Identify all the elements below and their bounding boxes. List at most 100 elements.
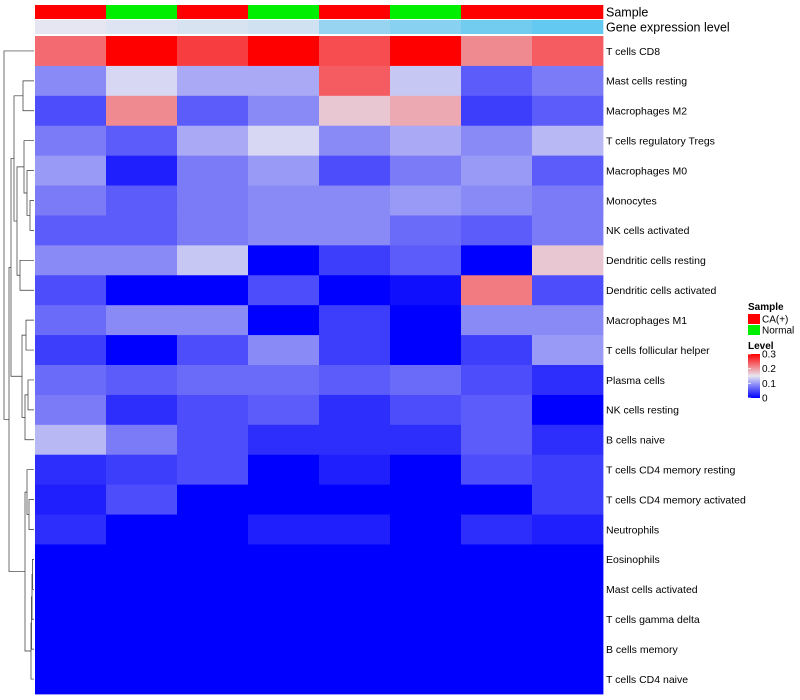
heatmap-cell bbox=[319, 574, 391, 605]
sample-annotation-cell bbox=[35, 5, 107, 19]
heatmap-cell bbox=[106, 574, 178, 605]
dendrogram-branch bbox=[8, 266, 25, 572]
heatmap-cell bbox=[106, 215, 178, 246]
heatmap-cell bbox=[248, 125, 320, 157]
heatmap-cell bbox=[35, 155, 107, 186]
sample-annotation-cell bbox=[177, 5, 249, 19]
heatmap-cell bbox=[177, 185, 249, 216]
row-labels: T cells CD8 Mast cells resting Macrophages… bbox=[606, 46, 746, 686]
heatmap-cell bbox=[248, 574, 320, 605]
heatmap-cell bbox=[177, 155, 249, 186]
heatmap-cell bbox=[532, 275, 604, 306]
heatmap-cell bbox=[177, 424, 249, 456]
heatmap-cell bbox=[319, 604, 391, 635]
heatmap-cell bbox=[390, 335, 462, 366]
heatmap-cell bbox=[35, 664, 107, 695]
dendrogram-branch bbox=[27, 379, 34, 411]
heatmap-cell bbox=[248, 484, 320, 515]
heatmap-cell bbox=[248, 424, 320, 456]
expression-annotation-cell bbox=[461, 20, 533, 34]
heatmap-cell bbox=[390, 604, 462, 635]
heatmap-cell bbox=[390, 215, 462, 246]
heatmap-cell bbox=[390, 36, 462, 67]
heatmap-cell bbox=[35, 36, 107, 67]
heatmap-cell bbox=[106, 185, 178, 216]
heatmap-cell bbox=[390, 394, 462, 426]
colorbar-tick-label: 0.2 bbox=[762, 364, 776, 375]
row-label: Neutrophils bbox=[606, 524, 659, 536]
heatmap-cell bbox=[390, 514, 462, 545]
heatmap-cell bbox=[319, 245, 391, 276]
heatmap-cell bbox=[532, 125, 604, 157]
colorbar-tick-label: 0.1 bbox=[762, 379, 776, 390]
row-label: T cells CD4 memory resting bbox=[606, 464, 735, 476]
heatmap-cell bbox=[390, 544, 462, 575]
heatmap-cell bbox=[35, 215, 107, 246]
heatmap-cell bbox=[35, 65, 107, 97]
heatmap-cell bbox=[461, 185, 533, 216]
heatmap-cell bbox=[35, 484, 107, 515]
heatmap-cell bbox=[319, 125, 391, 157]
row-label: T cells gamma delta bbox=[606, 614, 700, 626]
heatmap-cell bbox=[248, 275, 320, 306]
heatmap-cell bbox=[461, 215, 533, 246]
heatmap-cell bbox=[248, 245, 320, 276]
heatmap-cell bbox=[177, 484, 249, 515]
heatmap-cell bbox=[532, 95, 604, 127]
heatmap-cell bbox=[532, 36, 604, 67]
heatmap-cell bbox=[461, 544, 533, 575]
heatmap-cell bbox=[319, 634, 391, 665]
expression-annotation-cell bbox=[35, 20, 107, 34]
expression-annotation-cell bbox=[390, 20, 462, 34]
heatmap-cell bbox=[532, 245, 604, 276]
heatmap-cell bbox=[532, 664, 604, 695]
heatmap-cell bbox=[177, 65, 249, 97]
legend-entry-label: Normal bbox=[762, 326, 794, 337]
heatmap-cell bbox=[532, 574, 604, 605]
legend-swatch bbox=[748, 314, 760, 324]
heatmap-cell bbox=[461, 454, 533, 486]
sample-annotation-cell bbox=[319, 5, 391, 19]
heatmap-cell bbox=[390, 275, 462, 306]
heatmap-cell bbox=[532, 185, 604, 216]
heatmap-cell bbox=[35, 604, 107, 635]
heatmap-cell bbox=[319, 394, 391, 426]
heatmap-cell bbox=[319, 275, 391, 306]
sample-annotation-cell bbox=[532, 5, 604, 19]
heatmap-cell bbox=[461, 514, 533, 545]
dendrogram-branch bbox=[23, 140, 34, 194]
heatmap-cell bbox=[106, 125, 178, 157]
heatmap-cell bbox=[106, 245, 178, 276]
heatmap-cell bbox=[461, 634, 533, 665]
heatmap-cell bbox=[390, 245, 462, 276]
heatmap-cell bbox=[177, 544, 249, 575]
heatmap-cell bbox=[461, 305, 533, 336]
heatmap-cell bbox=[106, 275, 178, 306]
row-label: Macrophages M2 bbox=[606, 106, 687, 118]
heatmap-cell bbox=[390, 95, 462, 127]
heatmap-cell bbox=[177, 604, 249, 635]
heatmap-cell bbox=[319, 215, 391, 246]
heatmap-cell bbox=[177, 574, 249, 605]
heatmap-cell bbox=[461, 365, 533, 396]
row-label: T cells CD4 naive bbox=[606, 674, 688, 686]
heatmap-cell bbox=[248, 95, 320, 127]
heatmap-cell bbox=[319, 424, 391, 456]
heatmap-cell bbox=[319, 36, 391, 67]
heatmap-cell bbox=[319, 544, 391, 575]
dendrogram-branch bbox=[26, 170, 34, 216]
heatmap-cell bbox=[35, 95, 107, 127]
heatmap-cell bbox=[106, 155, 178, 186]
row-label: B cells memory bbox=[606, 644, 679, 656]
dendrogram-branch bbox=[24, 394, 34, 441]
row-label: T cells CD8 bbox=[606, 46, 660, 58]
heatmap-cell bbox=[319, 664, 391, 695]
heatmap-cells bbox=[35, 36, 604, 695]
heatmap-cell bbox=[106, 634, 178, 665]
heatmap-cell bbox=[106, 454, 178, 486]
heatmap-cell bbox=[390, 634, 462, 665]
heatmap-cell bbox=[390, 424, 462, 456]
heatmap-cell bbox=[248, 664, 320, 695]
dendrogram-branch bbox=[29, 200, 34, 231]
dendrogram-branch bbox=[19, 259, 34, 291]
